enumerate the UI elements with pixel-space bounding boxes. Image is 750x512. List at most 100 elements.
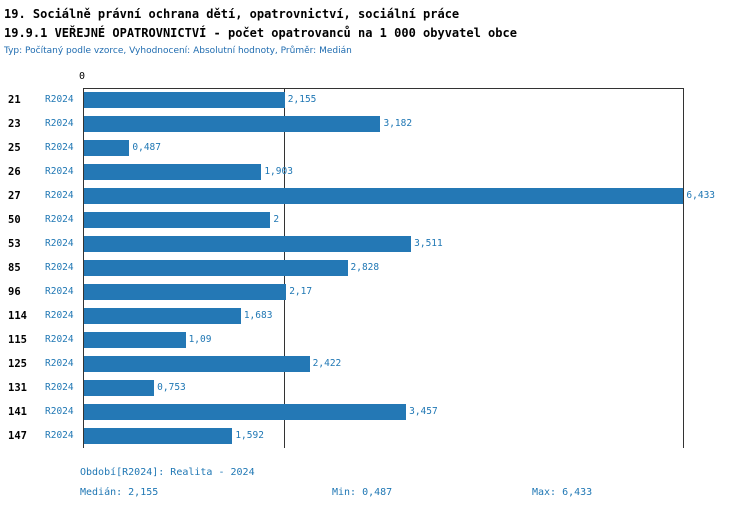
- plot-left-axis-line: [83, 88, 84, 448]
- row-series-label: R2024: [45, 334, 74, 345]
- bar-value-label: 3,457: [409, 406, 438, 417]
- chart-rows: 21 R2024 2,155 23 R2024 3,182 25 R2024 0,487 26 R2…: [0, 88, 715, 448]
- bar: [84, 188, 684, 204]
- chart-row: 96 R2024 2,17: [0, 280, 684, 304]
- bar-cell: 2,17: [83, 280, 684, 304]
- bar-cell: 1,09: [83, 328, 684, 352]
- period-label: Období[R2024]: Realita - 2024: [80, 467, 255, 478]
- bar-value-label: 1,592: [235, 430, 264, 441]
- row-series-label: R2024: [45, 430, 74, 441]
- bar-cell: 1,683: [83, 304, 684, 328]
- chart-title-line2: 19.9.1 VEŘEJNÉ OPATROVNICTVÍ - počet opa…: [4, 26, 517, 40]
- bar: [84, 92, 285, 108]
- max-stat-label: Max: 6,433: [532, 487, 593, 498]
- row-series-label: R2024: [45, 358, 74, 369]
- row-series-label: R2024: [45, 214, 74, 225]
- bar-value-label: 0,753: [157, 382, 186, 393]
- chart-row: 21 R2024 2,155: [0, 88, 684, 112]
- bar: [84, 308, 241, 324]
- bar-value-label: 1,683: [243, 310, 273, 321]
- bar: [84, 284, 287, 300]
- bar-cell: 1,903: [83, 160, 684, 184]
- summary-stats: Medián: 2,155 Min: 0,487 Max: 6,433: [80, 487, 730, 501]
- chart-row: 85 R2024 2,828: [0, 256, 684, 280]
- chart-row: 26 R2024 1,903: [0, 160, 684, 184]
- chart-row: 27 R2024 6,433: [0, 184, 715, 208]
- chart-row: 147 R2024 1,592: [0, 424, 684, 448]
- bar-value-label: 2,17: [289, 286, 313, 297]
- min-stat-label: Min: 0,487: [332, 487, 393, 498]
- bar: [84, 116, 381, 132]
- bar-chart-plot-area: 21 R2024 2,155 23 R2024 3,182 25 R2024 0,487 26 R2…: [0, 88, 715, 448]
- row-category-label: 21: [8, 94, 21, 106]
- bar: [84, 212, 271, 228]
- row-series-label: R2024: [45, 406, 74, 417]
- bar-value-label: 1,903: [264, 166, 293, 177]
- row-series-label: R2024: [45, 382, 74, 393]
- bar-cell: 0,487: [83, 136, 684, 160]
- bar-cell: 3,457: [83, 400, 684, 424]
- bar-cell: 1,592: [83, 424, 684, 448]
- row-series-label: R2024: [45, 166, 74, 177]
- row-series-label: R2024: [45, 310, 74, 321]
- bar-cell: 2,422: [83, 352, 684, 376]
- bar: [84, 164, 262, 180]
- bar-cell: 3,511: [83, 232, 684, 256]
- chart-row: 23 R2024 3,182: [0, 112, 684, 136]
- bar-value-label: 6,433: [686, 190, 716, 201]
- chart-title-line1: 19. Sociálně právní ochrana dětí, opatro…: [4, 7, 460, 21]
- row-category-label: 96: [8, 286, 21, 298]
- bar: [84, 140, 130, 156]
- row-category-label: 85: [8, 262, 21, 274]
- bar: [84, 380, 155, 396]
- bar: [84, 356, 310, 372]
- median-stat-label: Medián: 2,155: [80, 487, 159, 498]
- bar: [84, 260, 348, 276]
- row-category-label: 147: [8, 430, 27, 442]
- chart-row: 125 R2024 2,422: [0, 352, 684, 376]
- chart-header: 19. Sociálně právní ochrana dětí, opatro…: [0, 0, 750, 56]
- row-category-label: 27: [8, 190, 21, 202]
- chart-subtitle: Typ: Počítaný podle vzorce, Vyhodnocení:…: [4, 46, 352, 56]
- row-category-label: 25: [8, 142, 21, 154]
- chart-row: 115 R2024 1,09: [0, 328, 684, 352]
- row-category-label: 23: [8, 118, 21, 130]
- bar: [84, 404, 407, 420]
- bar-cell: 3,182: [83, 112, 684, 136]
- bar-value-label: 2,422: [312, 358, 342, 369]
- bar-cell: 2: [83, 208, 684, 232]
- bar: [84, 236, 412, 252]
- bar-cell: 2,155: [83, 88, 684, 112]
- row-category-label: 125: [8, 358, 27, 370]
- row-category-label: 141: [8, 406, 27, 418]
- row-category-label: 26: [8, 166, 21, 178]
- bar-cell: 6,433: [83, 184, 715, 208]
- row-category-label: 131: [8, 382, 27, 394]
- bar-value-label: 2: [273, 214, 280, 225]
- row-series-label: R2024: [45, 238, 74, 249]
- bar-value-label: 0,487: [132, 142, 161, 153]
- row-series-label: R2024: [45, 190, 74, 201]
- bar: [84, 428, 233, 444]
- row-series-label: R2024: [45, 118, 74, 129]
- row-category-label: 114: [8, 310, 27, 322]
- bar-value-label: 1,09: [188, 334, 212, 345]
- x-axis-zero-tick-label: 0: [79, 71, 86, 82]
- row-series-label: R2024: [45, 142, 74, 153]
- row-category-label: 115: [8, 334, 27, 346]
- bar: [84, 332, 186, 348]
- bar-value-label: 2,828: [350, 262, 380, 273]
- chart-row: 53 R2024 3,511: [0, 232, 684, 256]
- chart-row: 25 R2024 0,487: [0, 136, 684, 160]
- bar-value-label: 2,155: [287, 94, 317, 105]
- chart-row: 141 R2024 3,457: [0, 400, 684, 424]
- bar-value-label: 3,182: [383, 118, 413, 129]
- bar-cell: 2,828: [83, 256, 684, 280]
- chart-row: 114 R2024 1,683: [0, 304, 684, 328]
- row-category-label: 50: [8, 214, 21, 226]
- bar-value-label: 3,511: [414, 238, 443, 249]
- chart-footer: Období[R2024]: Realita - 2024 Medián: 2,…: [80, 467, 730, 501]
- plot-top-border: [83, 88, 684, 89]
- row-series-label: R2024: [45, 262, 74, 273]
- row-series-label: R2024: [45, 286, 74, 297]
